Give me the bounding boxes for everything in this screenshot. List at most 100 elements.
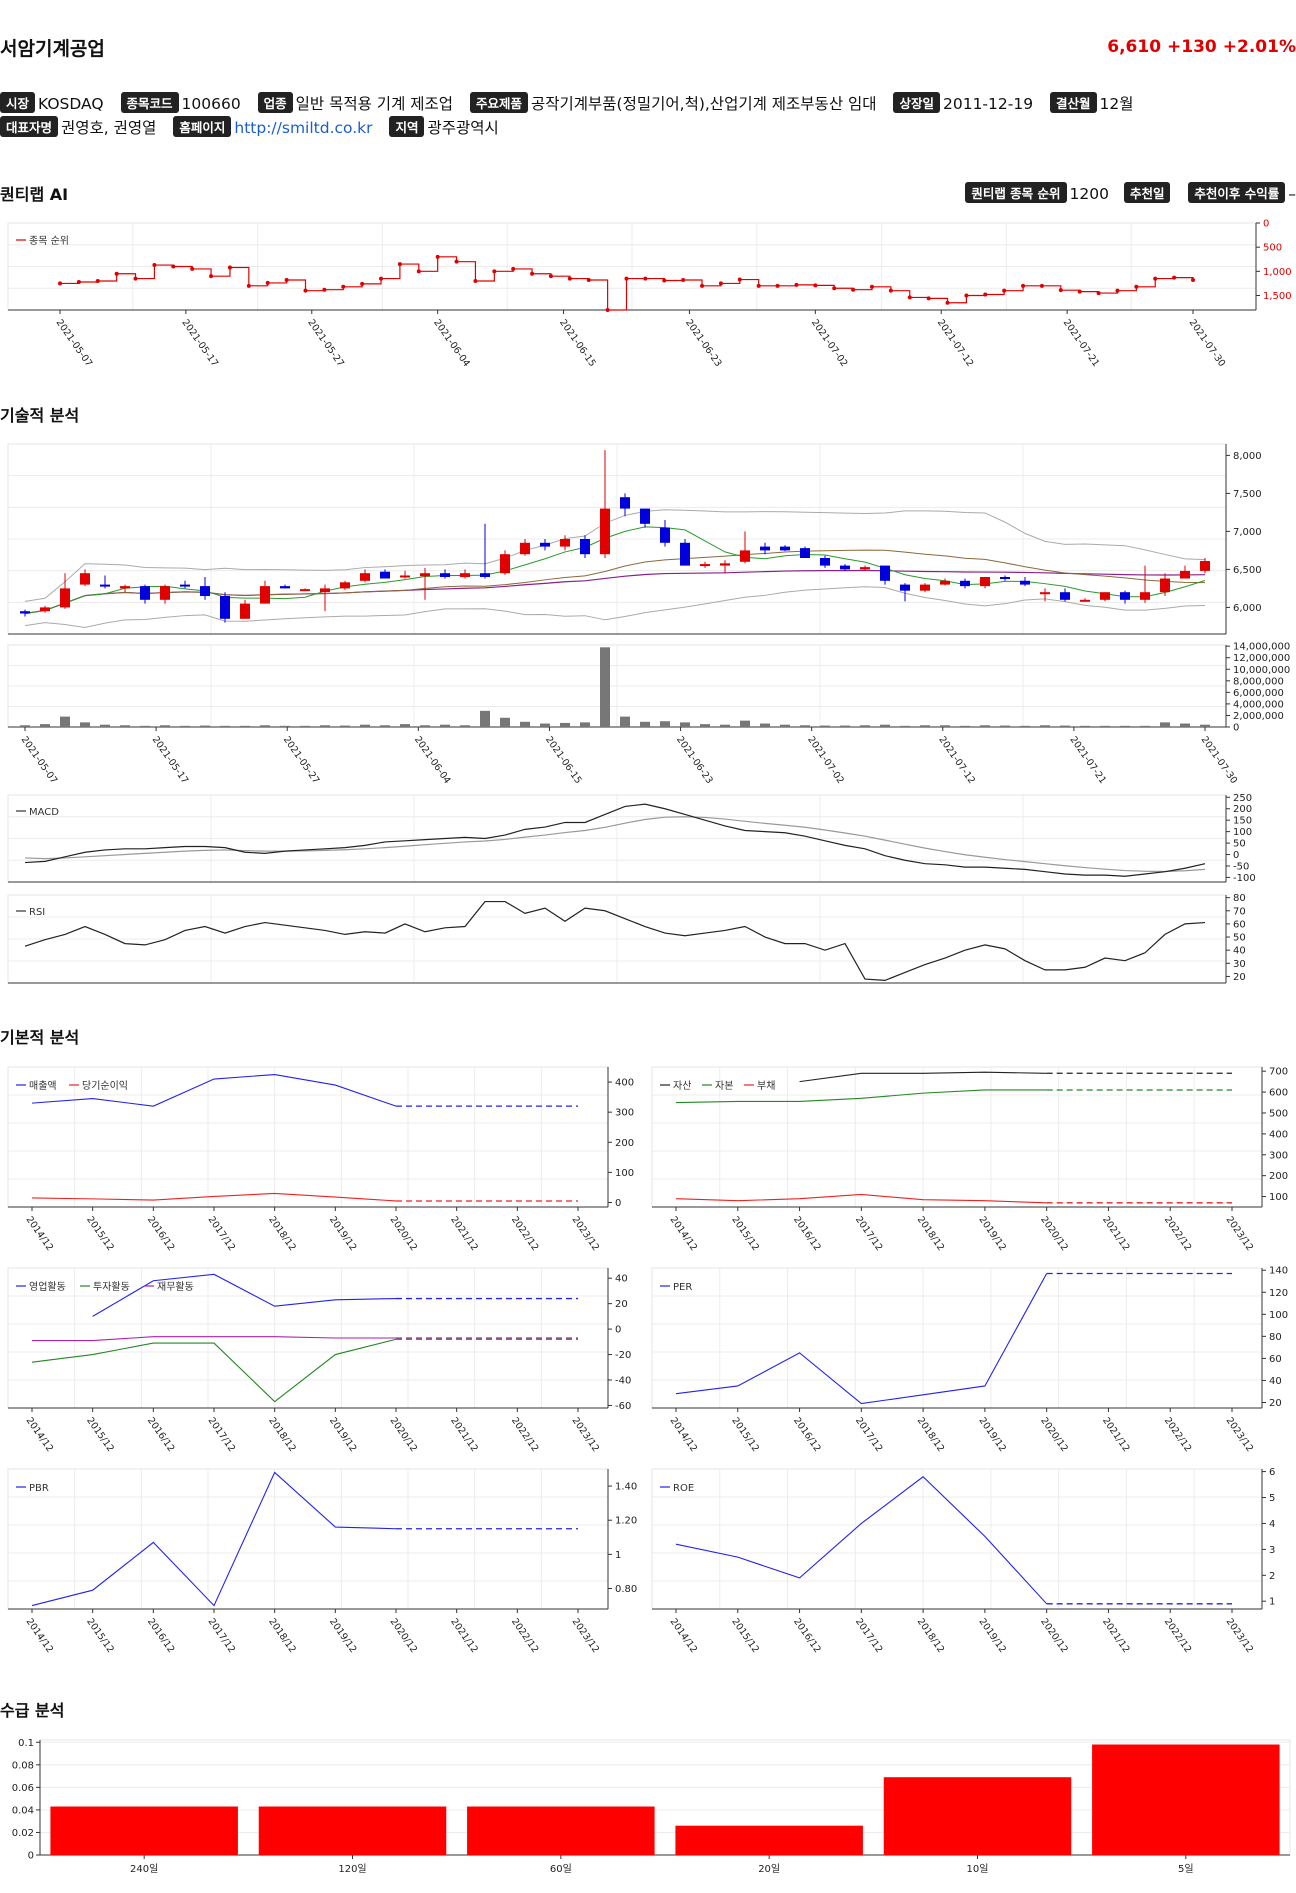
volume-ytick: 10,000,000: [1233, 665, 1290, 676]
sales-xtick: 2016/12: [145, 1214, 177, 1253]
rank-point: [907, 295, 912, 300]
volume-bar: [1040, 725, 1050, 727]
flow-ytick: 0.08: [12, 1760, 34, 1771]
volume-xtick: 2021-07-02: [805, 734, 846, 786]
info-row-2: 대표자명 권영호, 권영열 홈페이지 http://smiltd.co.kr 지역 광…: [0, 116, 511, 138]
volume-bar: [160, 725, 170, 727]
roe-ytick: 6: [1269, 1467, 1275, 1478]
assets-legend-item: 자산: [673, 1080, 691, 1092]
per-ytick: 80: [1269, 1332, 1282, 1343]
rank-point: [1058, 288, 1063, 293]
assets-legend-item: 자본: [715, 1080, 733, 1092]
candle: [240, 603, 250, 619]
price-change: +130: [1167, 37, 1217, 57]
rank-point: [662, 278, 667, 283]
candle: [400, 575, 410, 578]
rsi-ytick: 50: [1233, 933, 1246, 944]
candle: [620, 497, 630, 509]
candle: [560, 539, 570, 547]
candle: [920, 584, 930, 591]
rank-point: [643, 276, 648, 281]
rank-ytick: 0: [1263, 219, 1269, 230]
candle: [480, 573, 490, 577]
flow-ytick: 0.1: [18, 1738, 34, 1749]
rank-point: [435, 254, 440, 259]
rank-point: [888, 288, 893, 293]
rank-tag: 퀀티랩 종목 순위: [965, 182, 1067, 203]
assets-legend-item: 부채: [757, 1080, 775, 1092]
rsi-line: [24, 900, 1206, 981]
rank-point: [813, 283, 818, 288]
products-value: 공작기계부품(정밀기어,척),산업기계 제조부동산 임대: [531, 95, 877, 113]
rank-point: [756, 283, 761, 288]
rank-xtick: 2021-06-04: [431, 317, 472, 369]
rank-point: [832, 286, 837, 291]
rsi-ytick: 30: [1233, 959, 1246, 970]
cashflow-xtick: 2023/12: [570, 1415, 602, 1454]
flow-bar: [1092, 1744, 1280, 1855]
cashflow-xtick: 2017/12: [206, 1415, 238, 1454]
pbr-ytick: 1: [615, 1550, 621, 1561]
macd-ytick: 200: [1233, 804, 1252, 815]
flow-bar: [50, 1806, 238, 1855]
volume-bar: [60, 716, 70, 727]
pbr-legend-item: PBR: [29, 1483, 49, 1494]
volume-ytick: 12,000,000: [1233, 653, 1290, 664]
candle: [740, 550, 750, 562]
volume-ytick: 4,000,000: [1233, 699, 1284, 710]
rank-point: [303, 288, 308, 293]
volume-xtick: 2021-05-17: [150, 734, 191, 786]
macd-ytick: -50: [1233, 861, 1249, 872]
cashflow-legend-item: 재무활동: [157, 1280, 194, 1293]
roe-legend-item: ROE: [673, 1483, 694, 1494]
assets-xtick: 2014/12: [668, 1214, 700, 1253]
pbr-xtick: 2017/12: [206, 1616, 238, 1655]
rank-point: [171, 264, 176, 269]
macd-ytick: 50: [1233, 839, 1246, 850]
rank-point: [737, 277, 742, 282]
rank-point: [1039, 283, 1044, 288]
rank-xtick: 2021-05-07: [54, 317, 95, 369]
rank-point: [964, 293, 969, 298]
assets-series-line: [799, 1071, 1047, 1083]
volume-bar: [120, 725, 130, 727]
candle: [180, 584, 190, 587]
rank-xtick: 2021-05-17: [179, 317, 220, 369]
fiscal-value: 12월: [1099, 95, 1134, 113]
assets-ytick: 600: [1269, 1088, 1288, 1099]
sales-xtick: 2022/12: [509, 1214, 541, 1253]
candle: [1000, 577, 1010, 579]
rank-point: [586, 278, 591, 283]
per-xtick: 2015/12: [729, 1415, 761, 1454]
volume-bar: [640, 721, 650, 727]
price-block: 6,610 +130 +2.01%: [1101, 37, 1296, 57]
pbr-ytick: 0.80: [615, 1584, 637, 1595]
candle: [40, 607, 50, 612]
per-xtick: 2021/12: [1100, 1415, 1132, 1454]
market-value: KOSDAQ: [38, 95, 104, 113]
price-change-pct: +2.01%: [1222, 37, 1296, 57]
rank-point: [605, 308, 610, 312]
flow-bar: [467, 1806, 655, 1855]
volume-ytick: 2,000,000: [1233, 711, 1284, 722]
industry-value: 일반 목적용 기계 제조업: [295, 95, 454, 113]
per-xtick: 2023/12: [1224, 1415, 1256, 1454]
homepage-link[interactable]: http://smiltd.co.kr: [234, 119, 373, 137]
rank-point: [1021, 283, 1026, 288]
assets-ytick: 500: [1269, 1108, 1288, 1119]
candle: [780, 546, 790, 551]
per-ytick: 20: [1269, 1398, 1282, 1409]
volume-bar: [1020, 725, 1030, 727]
rank-ytick: 500: [1263, 243, 1282, 254]
volume-bar: [280, 725, 290, 727]
rank-xtick: 2021-05-27: [305, 317, 346, 369]
market-tag: 시장: [0, 92, 36, 113]
roe-xtick: 2017/12: [853, 1616, 885, 1655]
assets-chart: 100 200 300 400 500 600 700 2014/12 2015/12 2016/…: [651, 1066, 1288, 1253]
volume-bar: [460, 725, 470, 727]
volume-bar: [400, 724, 410, 727]
cashflow-ytick: -20: [615, 1350, 631, 1361]
rsi-ytick: 70: [1233, 906, 1246, 917]
rank-point: [492, 269, 497, 274]
rank-legend-item: 종목 순위: [29, 234, 69, 247]
